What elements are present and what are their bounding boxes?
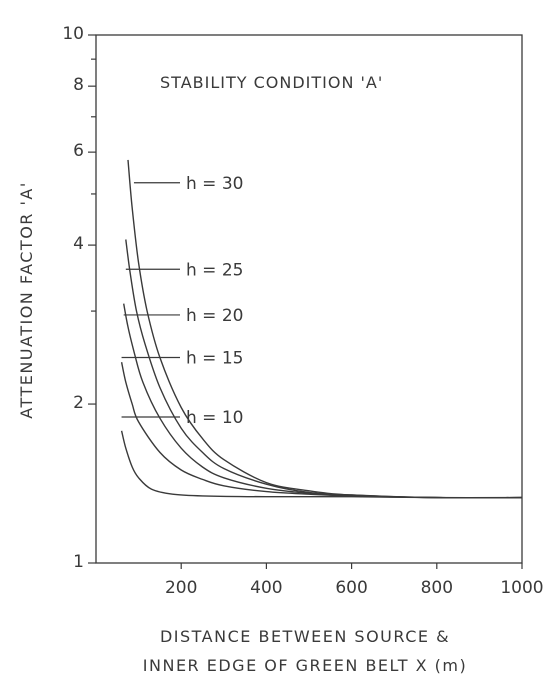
y-tick-label: 10: [62, 24, 84, 44]
y-axis-label: ATTENUATION FACTOR 'A': [17, 181, 36, 418]
x-tick-label: 200: [165, 578, 197, 598]
series-label-4: h = 15: [186, 349, 243, 369]
curves: [120, 159, 523, 499]
series-label-1: h = 30: [186, 174, 243, 194]
plot-frame: [95, 34, 523, 564]
series-label-3: h = 20: [186, 306, 243, 326]
plot-area: [95, 34, 523, 564]
curve-series-3: [123, 303, 523, 499]
series-label-5: h = 10: [186, 408, 243, 428]
curve-series-1: [127, 159, 523, 499]
curve-series-5: [120, 430, 523, 499]
axis-ticks: 1 2 4 6 8 10 200 400 600 800 1000: [62, 24, 543, 598]
series-label-2: h = 25: [186, 260, 243, 280]
y-tick-label: 6: [73, 141, 84, 161]
x-tick-label: 1000: [500, 578, 543, 598]
y-tick-label: 4: [73, 234, 84, 254]
y-tick-label: 8: [73, 75, 84, 95]
y-tick-label: 2: [73, 393, 84, 413]
chart-title: STABILITY CONDITION 'A': [160, 73, 383, 92]
x-tick-label: 600: [335, 578, 367, 598]
x-axis-label-line-1: DISTANCE BETWEEN SOURCE &: [160, 627, 450, 646]
x-tick-label: 400: [250, 578, 282, 598]
y-tick-label: 1: [73, 552, 84, 572]
labels: h = 30 h = 25 h = 20 h = 15 h = 10: [186, 174, 243, 428]
x-axis-label-line-2: INNER EDGE OF GREEN BELT X (m): [143, 656, 467, 675]
curve-label-leaders: [121, 182, 180, 418]
x-tick-label: 800: [421, 578, 453, 598]
